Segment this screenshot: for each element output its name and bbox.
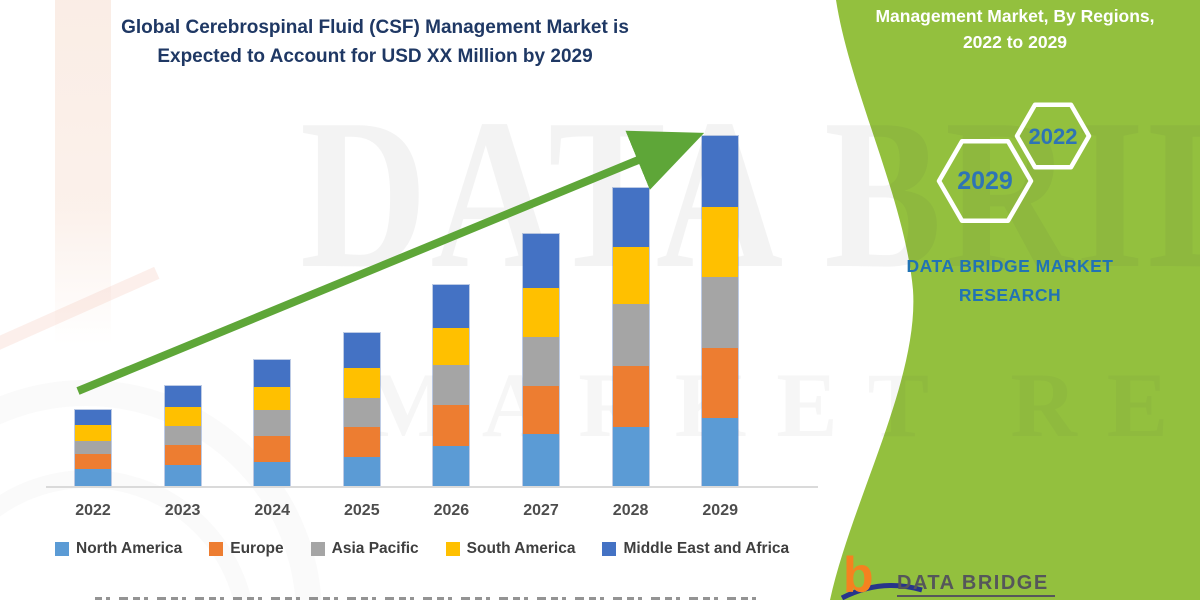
bar-segment-europe [75, 454, 111, 469]
chart-title: Global Cerebrospinal Fluid (CSF) Managem… [80, 14, 670, 71]
brand-name-text: DATA BRIDGE MARKET RESEARCH [860, 252, 1160, 310]
bar-segment-asia-pacific [433, 365, 470, 405]
stacked-bar-2026 [432, 284, 471, 487]
legend-swatch-icon [209, 542, 224, 556]
bar-segment-south-america [523, 288, 559, 337]
x-axis-label-2025: 2025 [344, 502, 380, 519]
bar-segment-north-america [433, 446, 470, 486]
x-axis-label-2027: 2027 [523, 502, 559, 519]
bar-segment-asia-pacific [343, 398, 380, 427]
bar-segment-north-america [523, 434, 559, 486]
bar-segment-north-america [164, 465, 201, 486]
x-axis-label-2023: 2023 [164, 502, 201, 519]
logo-swoosh-icon [840, 583, 923, 600]
legend-item-asia-pacific: Asia Pacific [310, 540, 419, 558]
x-axis-label-2022: 2022 [75, 502, 111, 519]
legend-label: South America [466, 540, 576, 557]
bar-segment-asia-pacific [523, 337, 559, 386]
bar-segment-north-america [343, 457, 380, 486]
bar-segment-north-america [254, 462, 291, 486]
legend-label: Europe [230, 540, 284, 557]
bar-segment-north-america [75, 469, 111, 486]
stacked-bar-2027 [522, 233, 560, 487]
bar-segment-europe [433, 405, 470, 446]
bar-segment-europe [523, 386, 559, 434]
chart-title-line1: Global Cerebrospinal Fluid (CSF) Managem… [121, 17, 629, 38]
legend-swatch-icon [445, 542, 460, 556]
bar-segment-south-america [343, 368, 380, 398]
x-axis-label-2026: 2026 [433, 502, 470, 519]
footer-logo-underline [897, 595, 1055, 597]
legend-item-europe: Europe [209, 540, 284, 558]
bar-segment-middle-east-and-africa [164, 386, 201, 407]
stacked-bar-2023 [163, 385, 202, 487]
bar-segment-south-america [164, 407, 201, 426]
bar-segment-south-america [254, 387, 291, 410]
chart-title-line2: Expected to Account for USD XX Million b… [157, 45, 593, 67]
footer-logo-subname: MARKET RESEARCH [897, 597, 1059, 600]
bar-segment-europe [702, 348, 739, 418]
bar-segment-asia-pacific [164, 426, 201, 445]
bar-segment-middle-east-and-africa [343, 333, 380, 368]
bar-segment-europe [254, 436, 291, 462]
legend-label: North America [76, 540, 183, 557]
stacked-bar-2022 [74, 409, 112, 487]
bar-segment-middle-east-and-africa [75, 410, 111, 425]
x-axis-label-2028: 2028 [612, 502, 649, 519]
bar-segment-middle-east-and-africa [702, 136, 739, 207]
legend-item-middle-east-and-africa: Middle East and Africa [602, 540, 789, 558]
x-axis-label-2024: 2024 [254, 502, 290, 519]
bar-segment-middle-east-and-africa [523, 234, 559, 288]
legend-label: Asia Pacific [331, 540, 419, 557]
legend-swatch-icon [55, 542, 69, 556]
green-panel-shape [830, 0, 1200, 600]
bar-segment-north-america [612, 427, 649, 486]
brand-name-line1: DATA BRIDGE MARKET [906, 256, 1114, 276]
bar-segment-asia-pacific [702, 277, 739, 348]
bar-segment-south-america [702, 207, 739, 277]
x-axis-label-2029: 2029 [702, 502, 738, 519]
bar-segment-europe [612, 366, 649, 427]
side-panel-heading-line1: Management Market, By Regions, [875, 6, 1155, 26]
bar-segment-south-america [75, 425, 111, 441]
bar-segment-north-america [702, 418, 739, 486]
bar-segment-middle-east-and-africa [612, 188, 649, 247]
legend-swatch-icon [602, 542, 617, 556]
bar-segment-europe [164, 445, 201, 465]
side-panel-heading-line2: 2022 to 2029 [962, 32, 1068, 53]
stacked-bar-2024 [253, 359, 292, 487]
bar-segment-middle-east-and-africa [433, 285, 470, 328]
bar-segment-south-america [433, 328, 470, 365]
bar-segment-south-america [612, 247, 649, 304]
legend-swatch-icon [310, 542, 325, 556]
legend-item-north-america: North America [55, 540, 182, 558]
legend-label: Middle East and Africa [623, 540, 790, 557]
swoosh-path [840, 583, 923, 600]
stacked-bar-2029 [701, 135, 740, 487]
legend-item-south-america: South America [445, 540, 576, 558]
brand-name-line2: RESEARCH [958, 284, 1062, 305]
chart-legend: North America Europe Asia Pacific South Ame… [55, 540, 789, 558]
logo-b-icon: b [843, 547, 874, 600]
x-axis-line [46, 486, 818, 488]
stacked-bar-2028 [611, 187, 650, 487]
side-panel-heading: Management Market, By Regions, 2022 to 2… [845, 3, 1185, 56]
bar-segment-europe [343, 427, 380, 457]
stacked-bar-2025 [342, 332, 381, 487]
hexagon-year-label: 2022 [1028, 124, 1078, 149]
stacked-bar-plot [55, 110, 820, 487]
bar-segment-asia-pacific [75, 441, 111, 454]
bar-segment-asia-pacific [254, 410, 291, 436]
bar-segment-asia-pacific [612, 304, 649, 366]
cropped-text-line [95, 597, 763, 600]
x-axis-labels: 2022 2023 2024 2025 2026 2027 2028 2029 [55, 502, 820, 524]
bar-segment-middle-east-and-africa [254, 360, 291, 387]
footer-logo-name: DATA BRIDGE [897, 572, 1049, 594]
hexagon-year-label: 2029 [957, 167, 1013, 195]
